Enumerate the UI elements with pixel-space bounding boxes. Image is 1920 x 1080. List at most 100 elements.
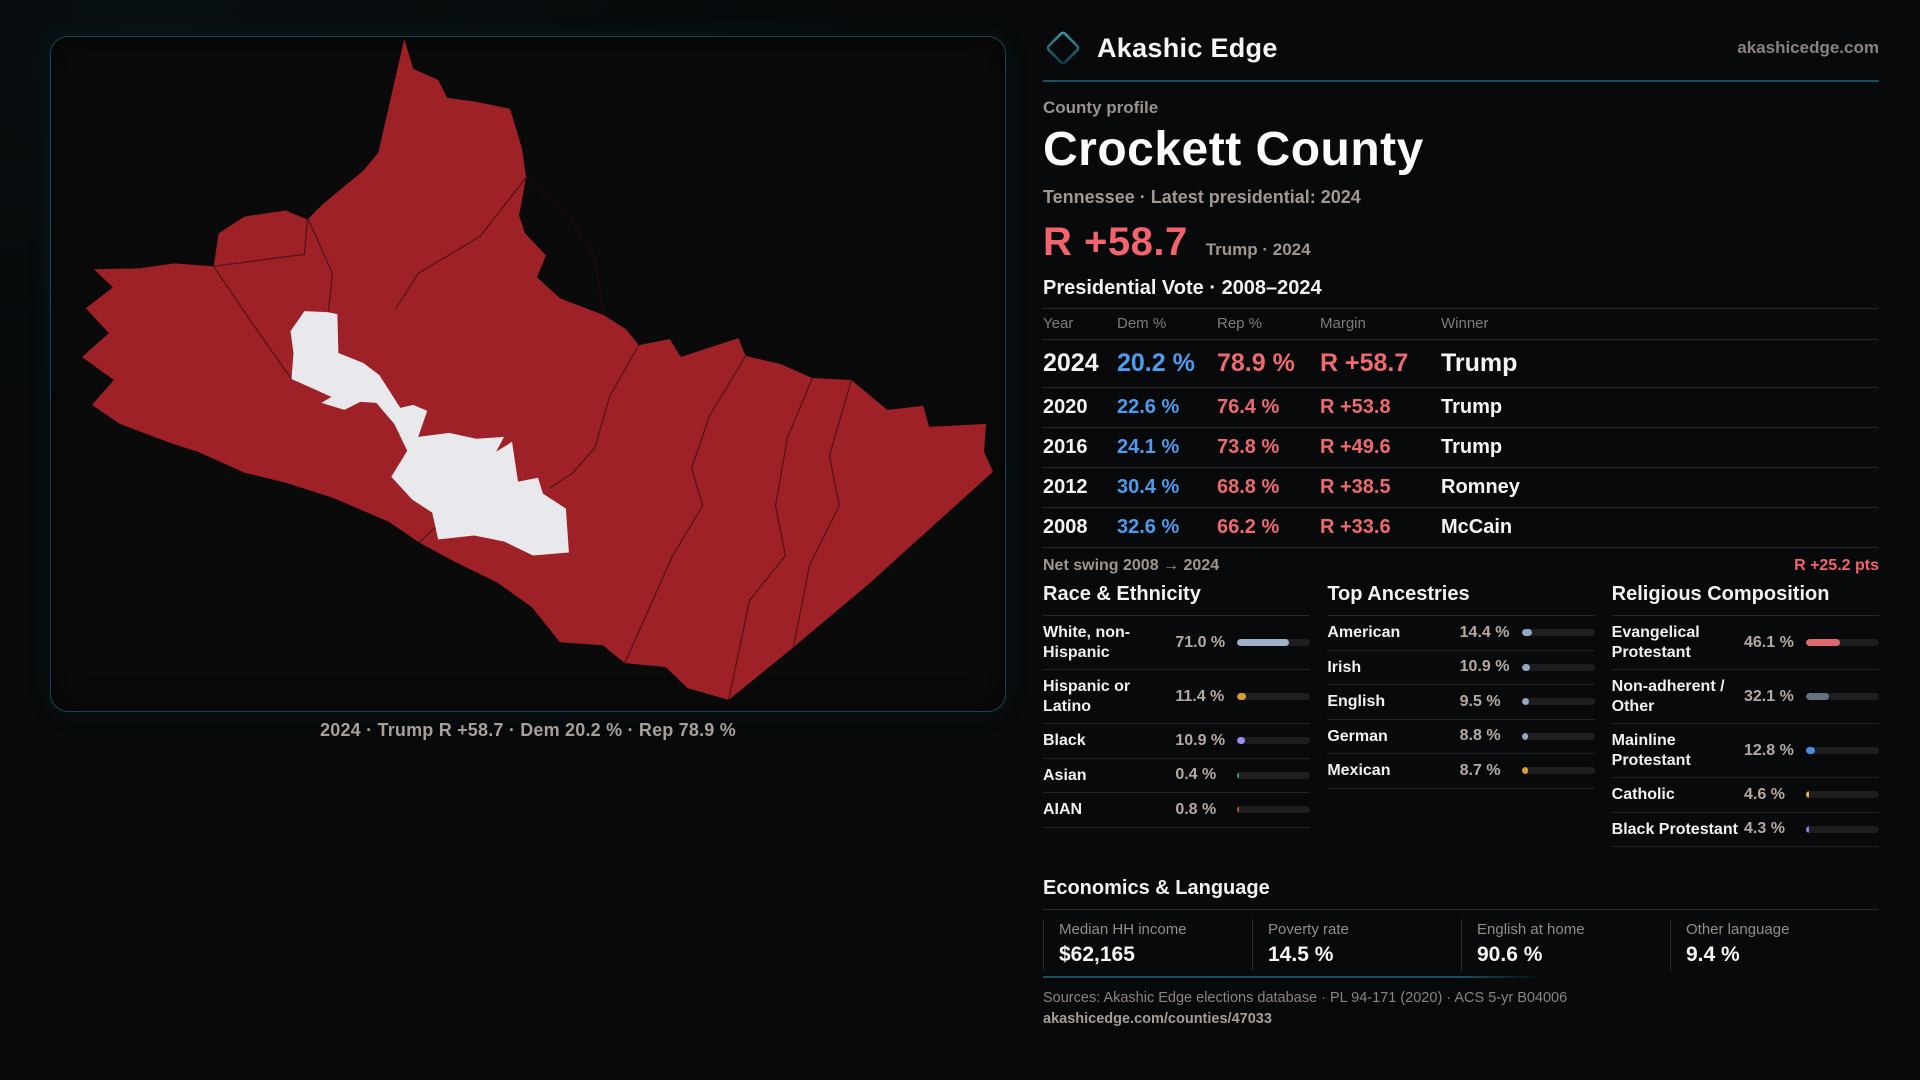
brand-domain-link[interactable]: akashicedge.com (1737, 38, 1879, 57)
demographic-row: Black 10.9 % (1043, 724, 1311, 759)
vote-table-header: Year Dem % Rep % Margin Winner (1043, 308, 1879, 340)
demographic-bar (1521, 732, 1595, 740)
demographic-label: Mexican (1327, 762, 1391, 780)
hero-margin-row: R +58.7 Trump · 2024 (1043, 220, 1879, 265)
demographic-bar-fill (1806, 791, 1810, 799)
demographic-bar (1806, 693, 1879, 701)
vote-cell-rep: 73.8 % (1217, 427, 1320, 468)
demographic-row: American 14.4 % (1327, 616, 1595, 651)
vote-cell-dem: 32.6 % (1117, 507, 1217, 548)
demographic-row: Mainline Protestant 12.8 % (1611, 724, 1879, 779)
net-swing-label: Net swing 2008 → 2024 (1043, 557, 1220, 574)
demographic-bar (1806, 825, 1879, 833)
vote-cell-year: 2024 (1043, 339, 1117, 388)
demographic-bar-fill (1806, 825, 1810, 833)
presidential-vote-table: Year Dem % Rep % Margin Winner 2024 20.2 % 78.… (1043, 308, 1879, 548)
map-caption: 2024 · Trump R +58.7 · Dem 20.2 % · Rep … (320, 720, 736, 740)
net-swing-value: R +25.2 pts (1794, 557, 1879, 574)
demographic-label: Non-adherent / Other (1611, 678, 1725, 715)
vote-table-row: 2008 32.6 % 66.2 % R +33.6 McCain (1043, 507, 1879, 548)
vote-cell-dem: 30.4 % (1117, 467, 1217, 508)
demographic-bar (1521, 698, 1595, 706)
demographic-row: AIAN 0.8 % (1043, 793, 1311, 828)
brand-name: Akashic Edge (1097, 32, 1278, 63)
demographic-label: Asian (1043, 766, 1087, 784)
economics-stat-label: Other language (1686, 921, 1790, 939)
demographic-label: Black Protestant (1611, 820, 1738, 838)
demographic-value: 71.0 % (1175, 633, 1226, 651)
vote-cell-winner: Trump (1441, 387, 1879, 428)
demographic-bar-fill (1237, 639, 1290, 647)
demographic-bar-fill (1521, 767, 1528, 775)
brand-left: Akashic Edge (1043, 28, 1278, 68)
demographic-row: Non-adherent / Other 32.1 % (1611, 670, 1879, 725)
economics-stat: Other language 9.4 % (1670, 919, 1879, 972)
vote-cell-margin: R +33.6 (1320, 507, 1441, 548)
demographic-row: German 8.8 % (1327, 720, 1595, 755)
vote-col-header: Year (1043, 308, 1117, 340)
demographic-value: 0.8 % (1175, 800, 1217, 818)
permalink[interactable]: akashicedge.com/counties/47033 (1043, 1011, 1272, 1028)
economics-grid: Median HH income $62,165 Poverty rate 14.5 … (1043, 919, 1879, 972)
county-shape (81, 38, 994, 701)
vote-cell-rep: 66.2 % (1217, 507, 1320, 548)
vote-cell-rep: 78.9 % (1217, 339, 1320, 388)
demographic-bar-fill (1237, 771, 1240, 779)
vote-col-header: Rep % (1217, 308, 1320, 340)
demographic-label: German (1327, 727, 1388, 745)
county-map-panel (50, 36, 1006, 712)
vote-cell-margin: R +53.8 (1320, 387, 1441, 428)
demographic-group-title: Top Ancestries (1327, 583, 1595, 616)
economics-stat-label: Median HH income (1059, 921, 1187, 939)
demographic-group-title: Race & Ethnicity (1043, 583, 1311, 616)
demographic-row: Evangelical Protestant 46.1 % (1611, 616, 1879, 671)
demographic-bar (1806, 639, 1879, 647)
diamond-logo-icon (1046, 31, 1080, 65)
vote-table-row: 2020 22.6 % 76.4 % R +53.8 Trump (1043, 387, 1879, 428)
vote-cell-year: 2008 (1043, 507, 1117, 548)
vote-cell-year: 2016 (1043, 427, 1117, 468)
demographic-group: Race & Ethnicity White, non-Hispanic 71.0 … (1043, 583, 1311, 847)
demographic-label: AIAN (1043, 801, 1083, 819)
demographic-group: Religious Composition Evangelical Protest… (1611, 583, 1879, 848)
vote-cell-margin: R +58.7 (1320, 339, 1441, 388)
economics-stat-value: $62,165 (1059, 943, 1135, 967)
vote-col-header: Margin (1320, 308, 1441, 340)
demographic-bar (1237, 693, 1311, 701)
demographic-value: 46.1 % (1744, 633, 1794, 651)
demographic-label: Hispanic or Latino (1043, 678, 1131, 715)
demographic-row: Asian 0.4 % (1043, 759, 1311, 794)
vote-cell-dem: 22.6 % (1117, 387, 1217, 428)
demographic-bar-fill (1521, 629, 1533, 637)
county-map (81, 38, 994, 701)
demographic-bar (1237, 737, 1311, 745)
demographic-bar-fill (1806, 639, 1840, 647)
demographic-row: Hispanic or Latino 11.4 % (1043, 670, 1311, 725)
demographic-bar (1237, 639, 1311, 647)
hero-margin-context: Trump · 2024 (1205, 240, 1311, 259)
demographic-bar-fill (1806, 747, 1816, 755)
vote-table-row: 2024 20.2 % 78.9 % R +58.7 Trump (1043, 339, 1879, 388)
economics-stat-label: English at home (1477, 921, 1585, 939)
hero-margin-value: R +58.7 (1043, 220, 1188, 264)
subtitle: Tennessee · Latest presidential: 2024 (1043, 187, 1361, 207)
demographic-label: Mainline Protestant (1611, 732, 1691, 769)
teal-rule (1043, 976, 1879, 979)
demographic-label: Catholic (1611, 786, 1675, 804)
vote-cell-rep: 68.8 % (1217, 467, 1320, 508)
demographic-value: 9.5 % (1459, 692, 1501, 710)
demographic-bar (1806, 791, 1879, 799)
demographic-value: 0.4 % (1175, 766, 1217, 784)
county-profile-panel: Akashic Edge akashicedge.com County prof… (1043, 28, 1879, 1028)
demographic-bar (1521, 767, 1595, 775)
demographic-value: 8.8 % (1459, 727, 1501, 745)
demographic-value: 10.9 % (1175, 731, 1226, 749)
demographic-value: 14.4 % (1459, 623, 1510, 641)
kicker: County profile (1043, 98, 1159, 117)
demographic-bar-fill (1521, 663, 1530, 671)
demographics-grid: Race & Ethnicity White, non-Hispanic 71.0 … (1043, 583, 1879, 848)
brand-header: Akashic Edge akashicedge.com (1043, 28, 1879, 82)
vote-col-header: Winner (1441, 308, 1879, 340)
demographic-label: Evangelical Protestant (1611, 624, 1700, 661)
demographic-bar-fill (1237, 806, 1240, 814)
